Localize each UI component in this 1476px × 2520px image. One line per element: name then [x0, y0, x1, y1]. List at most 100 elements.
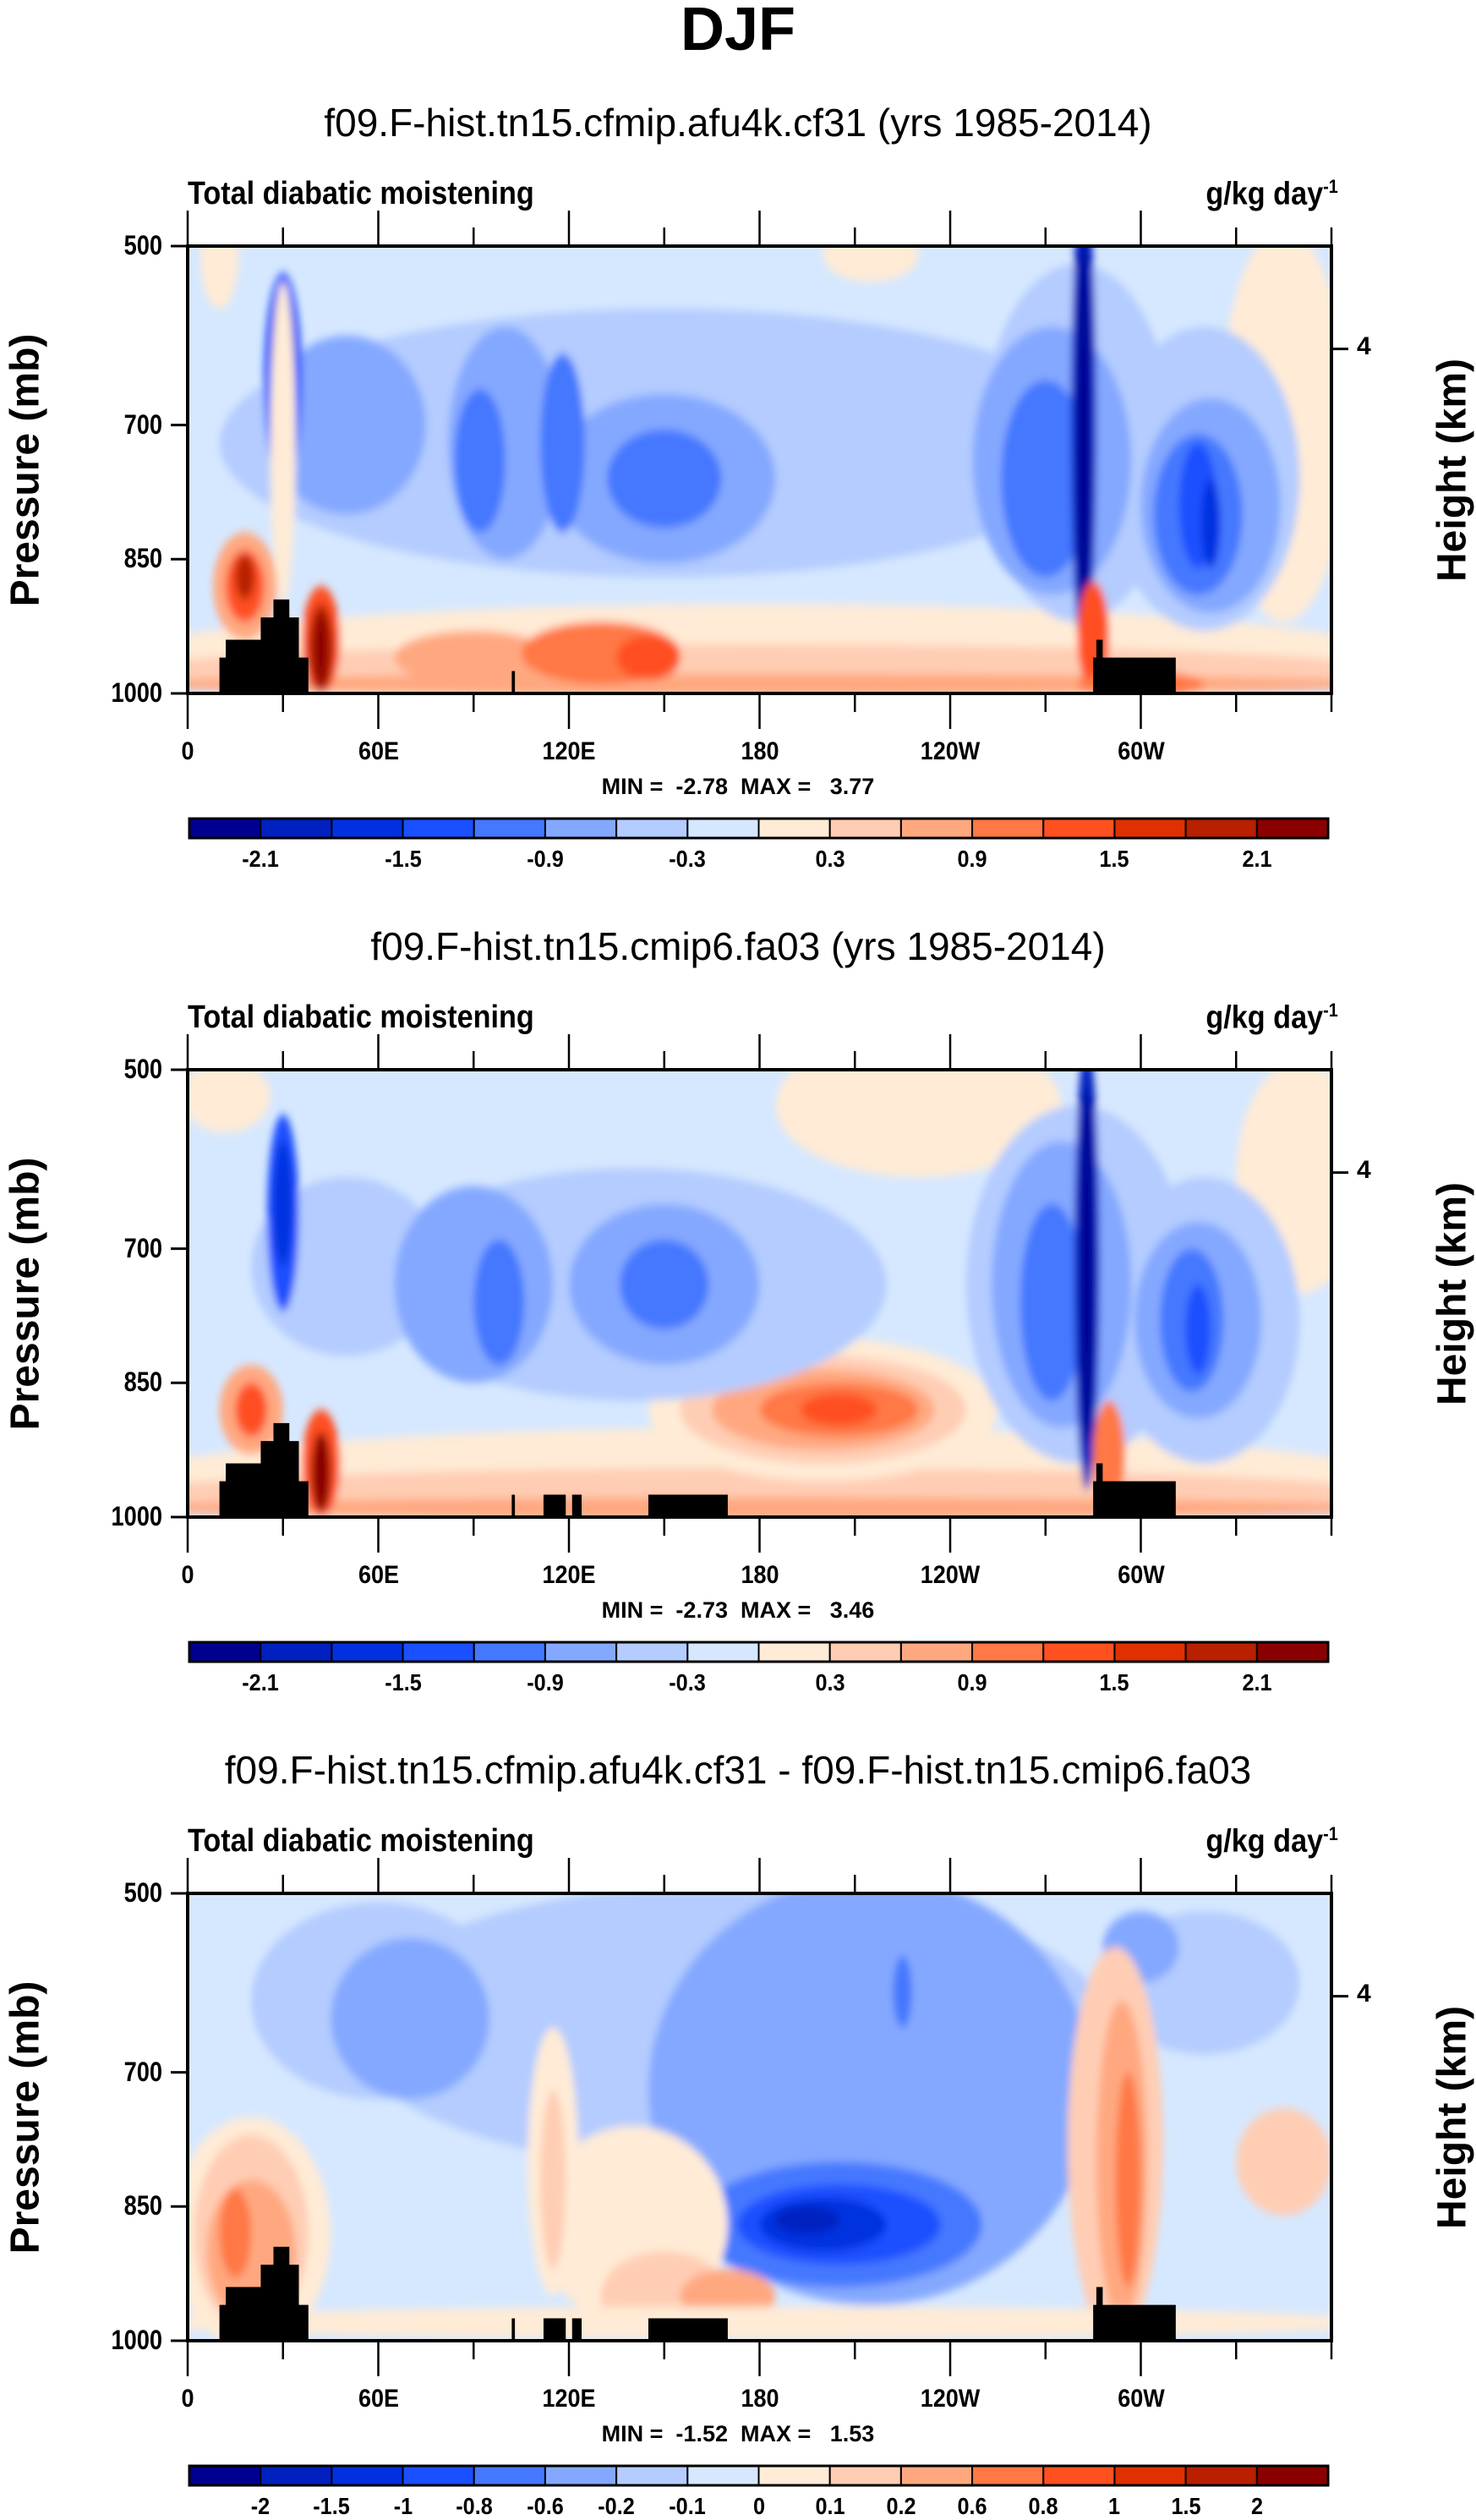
colorbar-label: -0.3: [669, 1669, 707, 1696]
contour-region: [801, 1393, 877, 1427]
contour-region: [394, 1186, 554, 1383]
units-label: g/kg day-1: [1206, 1823, 1338, 1860]
contour-region: [473, 1240, 525, 1366]
colorbar-label: 0.1: [815, 2493, 845, 2519]
contour-region: [311, 1432, 331, 1513]
colorbar-swatch: [1255, 2465, 1329, 2486]
contour-field: [188, 1893, 1331, 2341]
colorbar-label: -1: [393, 2493, 413, 2519]
colorbar-swatch: [260, 2465, 333, 2486]
panel-3: f09.F-hist.tn15.cfmip.afu4k.cf31 - f09.F…: [0, 1647, 1476, 2519]
colorbar-swatch: [1042, 2465, 1116, 2486]
x-tick-label: 180: [740, 737, 779, 765]
y-tick-label: 500: [123, 230, 162, 260]
x-tick-label: 120W: [920, 1561, 981, 1589]
contour-region: [1080, 1087, 1094, 1446]
colorbar-label: -1.5: [313, 2493, 351, 2519]
colorbar-label: 1: [1108, 2493, 1121, 2519]
panel-subtitle: f09.F-hist.tn15.cfmip.afu4k.cf31 (yrs 19…: [324, 101, 1152, 145]
colorbar-label: 0.9: [957, 846, 987, 872]
colorbar-swatch: [899, 2465, 974, 2486]
contour-region: [331, 1937, 490, 2100]
variable-label: Total diabatic moistening: [188, 1000, 534, 1035]
colorbar-label: 0: [752, 2493, 765, 2519]
colorbar-swatch: [1184, 2465, 1258, 2486]
y-right-axis-title: Height (km): [1430, 359, 1475, 582]
colorbar: [188, 2464, 1330, 2487]
contour-region: [607, 429, 722, 529]
terrain-mask: [648, 1494, 728, 1517]
colorbar-swatch: [686, 2465, 760, 2486]
contour-region: [273, 1141, 293, 1267]
colorbar-label: -0.8: [456, 2493, 493, 2519]
units-label: g/kg day-1: [1206, 1000, 1338, 1037]
colorbar-swatch: [1113, 2465, 1187, 2486]
colorbar-label: -0.1: [669, 2493, 707, 2519]
colorbar-swatch: [402, 2465, 475, 2486]
y-right-tick-label: 4: [1357, 1979, 1371, 2008]
x-tick-label: 120E: [542, 737, 596, 765]
x-tick-label: 60W: [1117, 1561, 1165, 1589]
units-label: g/kg day-1: [1206, 176, 1338, 213]
figure-title: DJF: [680, 0, 796, 63]
y-tick-label: 1000: [111, 677, 162, 708]
colorbar-swatch: [828, 2465, 902, 2486]
contour-region: [1236, 2107, 1331, 2216]
units-exponent: -1: [1323, 176, 1338, 197]
contour-region: [616, 635, 681, 681]
y-tick-label: 850: [123, 1367, 162, 1398]
terrain-mask: [571, 1494, 582, 1517]
contour-region: [893, 1956, 912, 2028]
colorbar: [188, 817, 1330, 840]
contour-region: [1185, 1284, 1211, 1374]
x-tick-label: 60W: [1117, 737, 1165, 765]
terrain-mask: [648, 2318, 728, 2341]
colorbar-swatch: [189, 2465, 262, 2486]
y-tick-label: 500: [123, 1054, 162, 1084]
terrain-mask: [511, 671, 516, 693]
contour-region: [314, 612, 328, 685]
min-max-label: MIN = -2.73 MAX = 3.46: [601, 1597, 875, 1623]
variable-label: Total diabatic moistening: [188, 1823, 534, 1859]
panel-subtitle: f09.F-hist.tn15.cfmip.afu4k.cf31 - f09.F…: [224, 1748, 1252, 1792]
colorbar-label: 0.3: [815, 846, 845, 872]
colorbar-swatch: [757, 2465, 831, 2486]
variable-label: Total diabatic moistening: [188, 176, 534, 211]
y-tick-label: 700: [123, 2056, 162, 2087]
units-exponent: -1: [1323, 1000, 1338, 1021]
min-max-label: MIN = -1.52 MAX = 1.53: [601, 2421, 875, 2446]
terrain-mask: [571, 2318, 582, 2341]
x-tick-label: 0: [181, 2385, 194, 2413]
y-right-tick-label: 4: [1357, 331, 1371, 360]
colorbar-label: -1.5: [384, 1669, 422, 1696]
x-tick-label: 0: [181, 737, 194, 765]
contour-region: [270, 282, 296, 605]
colorbar-swatch: [971, 2465, 1045, 2486]
y-right-axis-title: Height (km): [1430, 2006, 1475, 2229]
y-tick-label: 850: [123, 543, 162, 574]
colorbar-label: 0.3: [815, 1669, 845, 1696]
x-tick-label: 0: [181, 1561, 194, 1589]
x-tick-label: 120E: [542, 2385, 596, 2413]
colorbar-swatch: [331, 2465, 404, 2486]
colorbar-label: 2.1: [1242, 1669, 1272, 1696]
panel-2: f09.F-hist.tn15.cmip6.fa03 (yrs 1985-201…: [0, 824, 1476, 1696]
contour-region: [775, 2206, 839, 2234]
colorbar-label: -2.1: [242, 846, 279, 872]
x-tick-label: 180: [740, 2385, 779, 2413]
y-right-axis-title: Height (km): [1430, 1182, 1475, 1405]
panel-1: f09.F-hist.tn15.cfmip.afu4k.cf31 (yrs 19…: [0, 0, 1476, 872]
colorbar-label: 1.5: [1099, 1669, 1129, 1696]
y-tick-label: 700: [123, 1232, 162, 1263]
colorbar-label: -0.9: [527, 1669, 564, 1696]
contour-region: [540, 2090, 566, 2270]
colorbar-swatch: [544, 2465, 618, 2486]
terrain-mask: [543, 1494, 566, 1517]
contour-region: [219, 2189, 252, 2278]
terrain-mask: [511, 1494, 516, 1517]
y-axis-title: Pressure (mb): [3, 1980, 48, 2254]
contour-region: [1020, 1203, 1084, 1401]
colorbar-label: 2: [1250, 2493, 1263, 2519]
units-exponent: -1: [1323, 1823, 1338, 1844]
contour-region: [454, 389, 506, 533]
